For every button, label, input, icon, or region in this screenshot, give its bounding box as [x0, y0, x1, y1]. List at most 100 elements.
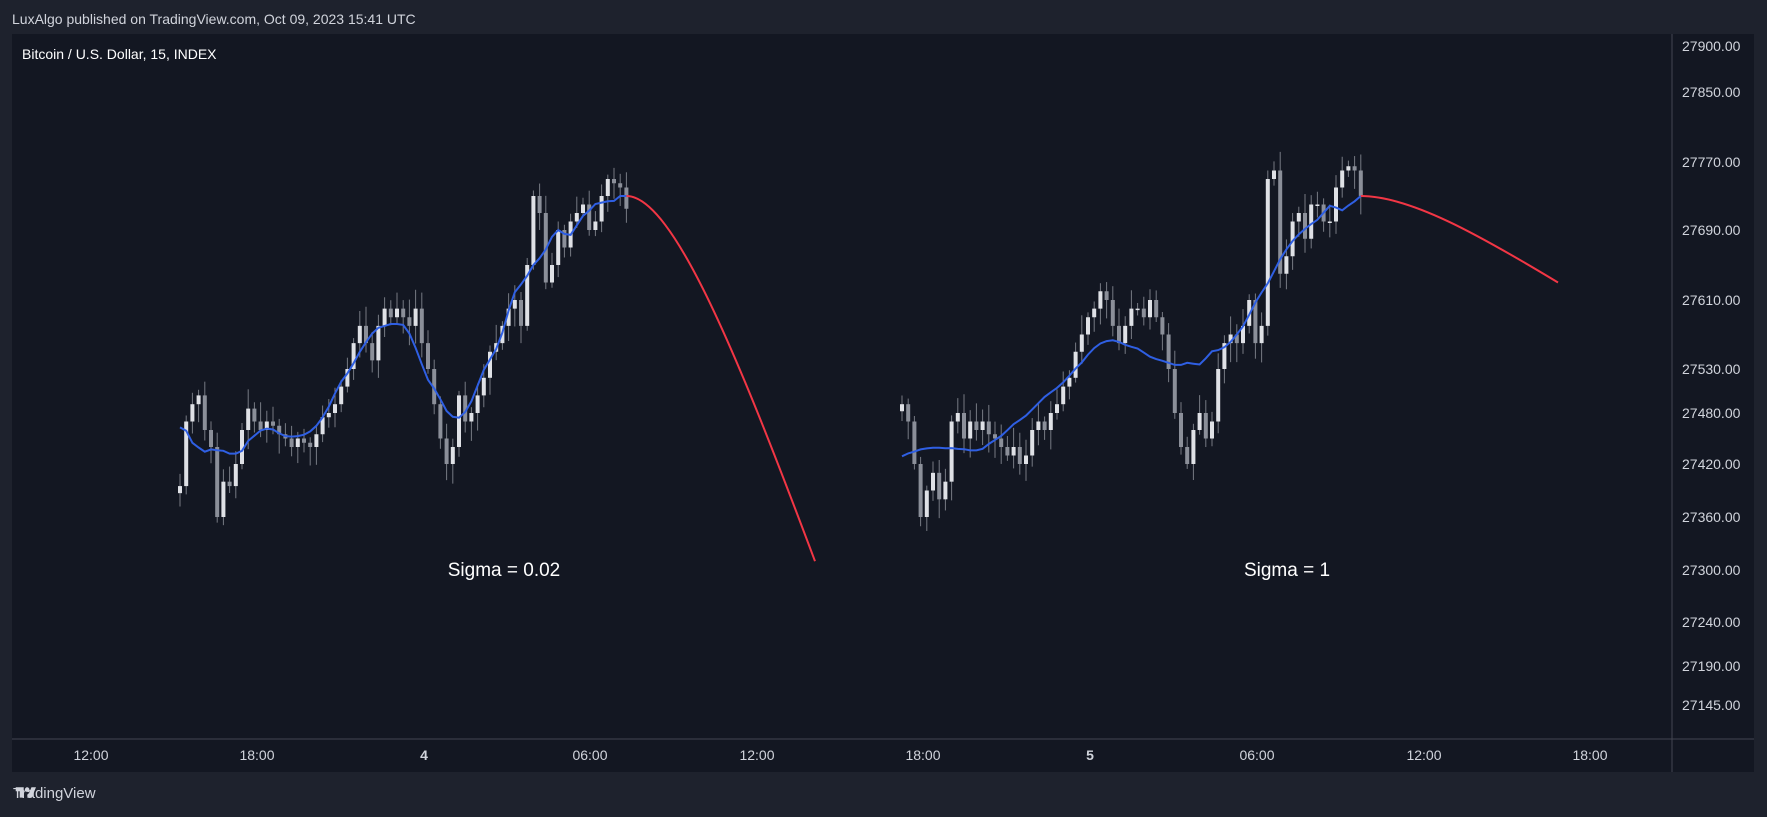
candle-body — [1228, 334, 1233, 344]
candle-body — [1346, 166, 1351, 171]
candle-body — [1290, 221, 1295, 257]
candle-body — [488, 351, 492, 378]
candle-body — [395, 308, 399, 318]
candle-body — [302, 438, 306, 443]
candle-body — [333, 404, 337, 413]
candle-body — [196, 395, 201, 405]
candle-body — [949, 421, 954, 482]
y-tick-label: 27850.00 — [1682, 84, 1741, 100]
chart-frame — [12, 34, 1754, 772]
candle-body — [469, 413, 474, 422]
candle-body — [388, 308, 393, 318]
candle-body — [209, 430, 213, 447]
candle-body — [519, 300, 523, 326]
candle-body — [550, 265, 554, 283]
candle-body — [178, 486, 182, 494]
candle-body — [457, 395, 461, 447]
candle-body — [943, 481, 948, 500]
candle-body — [202, 395, 207, 430]
candle-body — [593, 221, 598, 230]
candle-body — [968, 421, 973, 439]
annotation-sigma-left: Sigma = 0.02 — [447, 560, 561, 581]
candle-body — [1315, 204, 1320, 206]
candle-body — [357, 325, 362, 344]
candle-body — [1179, 413, 1183, 447]
tradingview-logo-icon — [15, 787, 36, 798]
candle-body — [1265, 179, 1270, 326]
candle-body — [1042, 421, 1047, 430]
x-tick-label: 5 — [1086, 747, 1094, 763]
candle-body — [432, 369, 437, 405]
candle-body — [1253, 300, 1258, 344]
candle-body — [1017, 447, 1022, 464]
candle-body — [1104, 291, 1109, 300]
x-tick-label: 12:00 — [1406, 747, 1441, 763]
candle-body — [1259, 325, 1264, 344]
candle-body — [1358, 170, 1363, 196]
y-tick-label: 27480.00 — [1682, 405, 1741, 421]
candle-body — [1309, 204, 1314, 239]
candle-body — [993, 434, 997, 439]
y-tick-label: 27420.00 — [1682, 456, 1741, 472]
tradingview-brand[interactable]: TradingView — [13, 785, 96, 802]
x-tick-label: 06:00 — [572, 747, 607, 763]
candle-body — [1222, 343, 1227, 369]
candle-body — [1129, 308, 1134, 326]
candle-body — [401, 308, 406, 318]
candle-body — [1172, 369, 1177, 413]
candle-body — [531, 196, 536, 265]
candle-body — [364, 325, 368, 344]
candle-body — [246, 408, 251, 430]
candle-body — [339, 386, 344, 405]
candle-body — [1135, 308, 1140, 311]
x-tick-label: 12:00 — [73, 747, 108, 763]
x-tick-label: 18:00 — [239, 747, 274, 763]
candle-body — [1024, 455, 1028, 464]
candle-body — [481, 377, 486, 396]
candle-body — [1327, 221, 1332, 223]
candle-body — [1303, 213, 1307, 239]
y-tick-label: 27610.00 — [1682, 292, 1741, 308]
candle-body — [215, 447, 220, 517]
forecast-line-2 — [1360, 195, 1559, 284]
candle-body — [314, 434, 319, 447]
candle-body — [931, 472, 935, 491]
footer-bar — [0, 772, 1767, 817]
candle-body — [512, 300, 517, 309]
annotation-sigma-right: Sigma = 1 — [1243, 560, 1331, 581]
candle-body — [612, 179, 616, 184]
candle-body — [233, 464, 238, 487]
candle-body — [599, 196, 604, 222]
candle-body — [1216, 369, 1221, 422]
candle-body — [618, 183, 623, 188]
candle-body — [574, 213, 579, 222]
candle-body — [444, 438, 449, 464]
candle-body — [1079, 334, 1084, 352]
candle-body — [587, 204, 592, 230]
forecast-line-1 — [626, 195, 816, 562]
candle-body — [184, 421, 189, 487]
candle-body — [537, 196, 542, 213]
candle-body — [962, 413, 966, 439]
candle-body — [426, 343, 430, 369]
candle-body — [924, 490, 929, 517]
candle-body — [1241, 325, 1245, 344]
candle-body — [289, 438, 294, 447]
candle-body — [1210, 421, 1214, 439]
candle-body — [438, 404, 443, 439]
candle-body — [252, 408, 257, 422]
candle-body — [1092, 308, 1097, 318]
candle-body — [227, 481, 232, 487]
candle-body — [556, 230, 561, 265]
candle-body — [413, 308, 418, 326]
candle-body — [1166, 334, 1171, 369]
candle-body — [624, 187, 629, 209]
candle-body — [382, 308, 387, 326]
candle-body — [1296, 213, 1301, 222]
y-tick-label: 27360.00 — [1682, 509, 1741, 525]
smooth-line-2 — [901, 195, 1362, 458]
candle-body — [277, 425, 282, 435]
candle-body — [955, 413, 960, 422]
candle-body — [407, 317, 412, 326]
